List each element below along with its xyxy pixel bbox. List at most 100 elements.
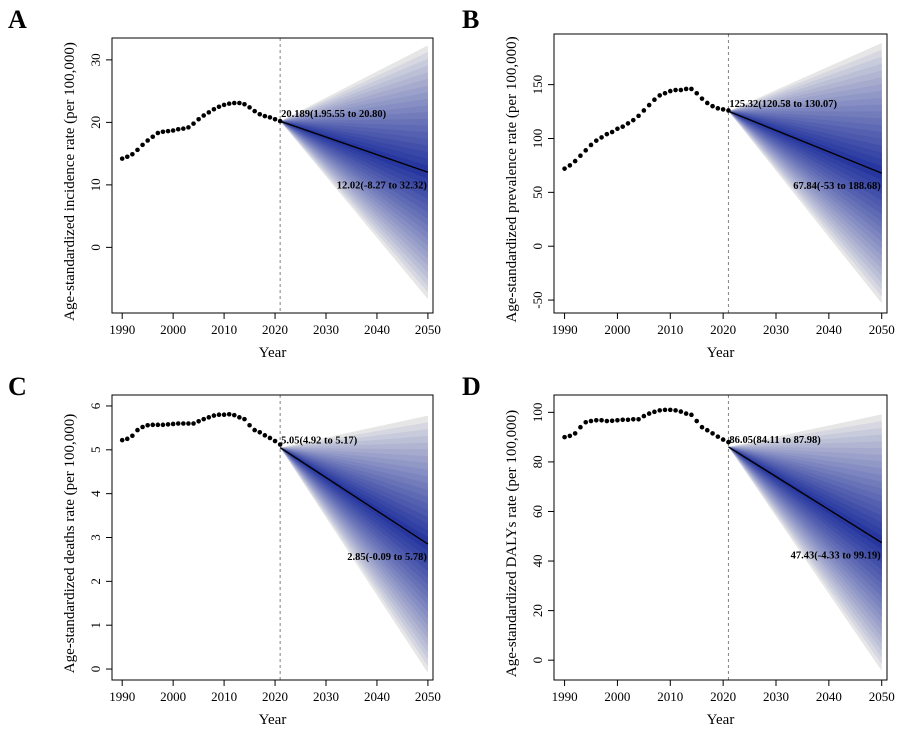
data-point bbox=[277, 118, 283, 124]
data-point bbox=[181, 126, 186, 131]
y-axis-title: Age-standardized deaths rate (per 100,00… bbox=[62, 414, 78, 673]
x-tick-label: 2010 bbox=[657, 689, 683, 704]
data-point bbox=[657, 408, 663, 413]
data-point bbox=[155, 130, 161, 136]
data-point bbox=[678, 409, 684, 414]
y-tick-label: 40 bbox=[530, 555, 545, 568]
data-point bbox=[657, 93, 663, 98]
end-value-label: 67.84(-53 to 188.68) bbox=[793, 181, 881, 192]
data-point bbox=[237, 100, 242, 106]
data-point bbox=[124, 154, 130, 160]
data-point bbox=[160, 129, 166, 135]
data-point bbox=[715, 106, 721, 111]
data-point bbox=[196, 116, 201, 122]
data-point bbox=[699, 96, 705, 101]
x-tick-label: 2020 bbox=[710, 322, 736, 337]
data-point bbox=[726, 439, 731, 445]
data-point bbox=[673, 87, 678, 93]
data-point bbox=[257, 111, 263, 117]
data-point bbox=[562, 166, 567, 171]
data-point bbox=[221, 412, 227, 418]
x-tick-label: 2020 bbox=[710, 689, 736, 704]
x-axis-title: Year bbox=[259, 345, 287, 361]
x-axis-title: Year bbox=[259, 712, 287, 728]
data-point bbox=[186, 421, 191, 426]
projection-line bbox=[279, 447, 429, 545]
data-point bbox=[226, 101, 232, 106]
x-tick-label: 2030 bbox=[313, 689, 339, 704]
data-point bbox=[150, 422, 156, 428]
data-point bbox=[247, 422, 252, 428]
data-point bbox=[130, 433, 135, 439]
prediction-band bbox=[728, 446, 882, 584]
x-tick-label: 2000 bbox=[160, 322, 186, 337]
data-point bbox=[699, 424, 705, 430]
y-tick-label: 20 bbox=[88, 116, 103, 129]
panel-a: A 1990 2000 2010 2020 2030 2040 2050 0 10 20 30 Year… bbox=[0, 0, 454, 367]
data-point bbox=[636, 113, 641, 119]
panel-c: C 1990 2000 2010 2020 2030 2040 2050 0 1 2 3 4 5 6 Year… bbox=[0, 367, 454, 734]
data-point bbox=[262, 113, 268, 119]
data-point bbox=[186, 125, 191, 130]
y-tick-label: 0 bbox=[530, 657, 545, 664]
data-point bbox=[196, 419, 201, 424]
plot-frame bbox=[553, 33, 888, 314]
data-point bbox=[609, 418, 615, 424]
data-point bbox=[588, 142, 594, 148]
data-point bbox=[201, 416, 207, 422]
y-tick-label: 100 bbox=[530, 129, 545, 149]
prediction-band bbox=[728, 111, 882, 180]
data-point bbox=[625, 121, 631, 126]
data-point bbox=[689, 412, 694, 418]
data-point bbox=[216, 412, 222, 418]
data-point bbox=[583, 148, 589, 153]
data-point bbox=[620, 124, 626, 129]
panel-d: D 1990 2000 2010 2020 2030 2040 2050 0 20 40 60 80 10… bbox=[454, 367, 908, 734]
panel-letter: D bbox=[462, 372, 481, 401]
data-point bbox=[145, 422, 150, 428]
data-point bbox=[615, 126, 620, 132]
prediction-band bbox=[280, 121, 428, 193]
data-point bbox=[135, 427, 140, 433]
x-tick-label: 2020 bbox=[262, 322, 288, 337]
data-point bbox=[625, 417, 631, 423]
data-point bbox=[630, 416, 636, 422]
x-tick-label: 2000 bbox=[604, 689, 630, 704]
data-point bbox=[226, 411, 232, 417]
data-point bbox=[636, 416, 641, 422]
prediction-band bbox=[280, 121, 428, 186]
data-point bbox=[242, 101, 247, 107]
chart-b: B 1990 2000 2010 2020 2030 2040 2050 -50 0 50 100 15… bbox=[462, 5, 895, 361]
data-point bbox=[662, 90, 668, 96]
x-tick-label: 2050 bbox=[415, 322, 441, 337]
data-point bbox=[646, 411, 652, 416]
data-point bbox=[578, 153, 583, 159]
data-point bbox=[262, 433, 268, 438]
data-point bbox=[641, 413, 647, 419]
data-point bbox=[583, 419, 589, 425]
data-point bbox=[272, 116, 278, 122]
data-point bbox=[170, 421, 176, 427]
panel-letter: A bbox=[8, 5, 27, 34]
data-point bbox=[272, 438, 278, 444]
x-tick-label: 1990 bbox=[552, 322, 578, 337]
x-tick-label: 2000 bbox=[160, 689, 186, 704]
data-point bbox=[242, 416, 247, 422]
data-point bbox=[689, 86, 694, 92]
y-tick-label: 4 bbox=[88, 490, 103, 497]
x-tick-label: 1990 bbox=[552, 689, 578, 704]
chart-c: C 1990 2000 2010 2020 2030 2040 2050 0 1 2 3 4 5 6 Year… bbox=[8, 372, 441, 728]
data-point bbox=[119, 156, 125, 161]
data-point bbox=[191, 421, 196, 426]
data-point bbox=[662, 407, 668, 413]
data-point bbox=[673, 408, 678, 413]
data-point bbox=[683, 411, 689, 416]
data-point bbox=[181, 421, 186, 426]
y-tick-label: 10 bbox=[88, 178, 103, 191]
data-point bbox=[604, 418, 610, 424]
y-axis-title: Age-standardized incidence rate (per 100… bbox=[62, 42, 78, 321]
data-point bbox=[124, 436, 130, 442]
start-value-label: 86.05(84.11 to 87.98) bbox=[729, 435, 821, 446]
